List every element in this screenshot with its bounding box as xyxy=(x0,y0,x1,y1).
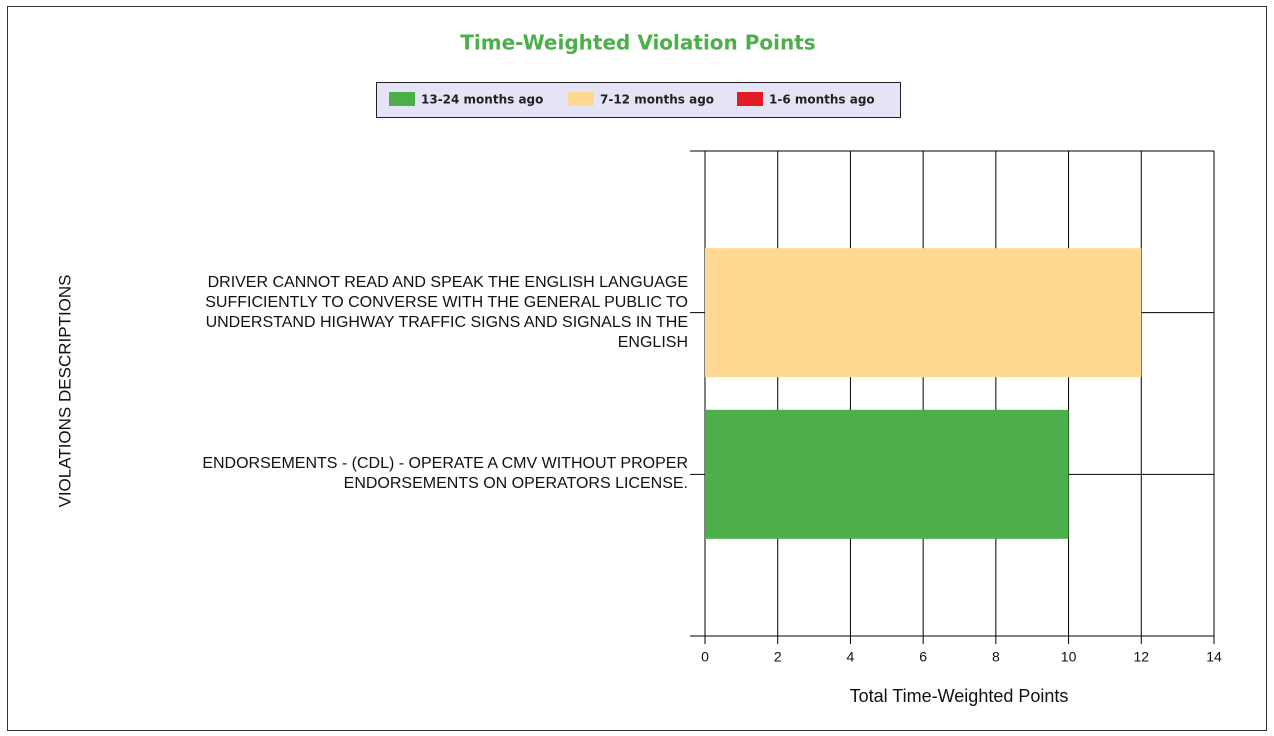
y-tick-label: DRIVER CANNOT READ AND SPEAK THE ENGLISH… xyxy=(205,273,688,351)
legend-label: 7-12 months ago xyxy=(600,93,714,107)
chart-title: Time-Weighted Violation Points xyxy=(460,31,815,55)
x-tick-label: 0 xyxy=(701,649,709,665)
x-tick-label: 4 xyxy=(847,649,855,665)
x-tick-label: 2 xyxy=(774,649,782,665)
y-tick-label: ENDORSEMENTS - (CDL) - OPERATE A CMV WIT… xyxy=(202,455,688,493)
x-tick-label: 14 xyxy=(1206,649,1222,665)
x-tick-label: 8 xyxy=(992,649,1000,665)
legend-box xyxy=(376,82,901,118)
legend-label: 1-6 months ago xyxy=(769,93,875,107)
legend-swatch xyxy=(568,92,594,106)
x-tick-label: 12 xyxy=(1133,649,1149,665)
x-tick-label: 10 xyxy=(1061,649,1077,665)
legend-swatch xyxy=(389,92,415,106)
x-axis-title: Total Time-Weighted Points xyxy=(850,686,1069,706)
bar xyxy=(705,409,1069,539)
bar xyxy=(705,248,1142,378)
x-tick-label: 6 xyxy=(919,649,927,665)
legend-label: 13-24 months ago xyxy=(421,93,543,107)
y-axis-title: VIOLATIONS DESCRIPTIONS xyxy=(55,274,74,507)
legend-swatch xyxy=(737,92,763,106)
